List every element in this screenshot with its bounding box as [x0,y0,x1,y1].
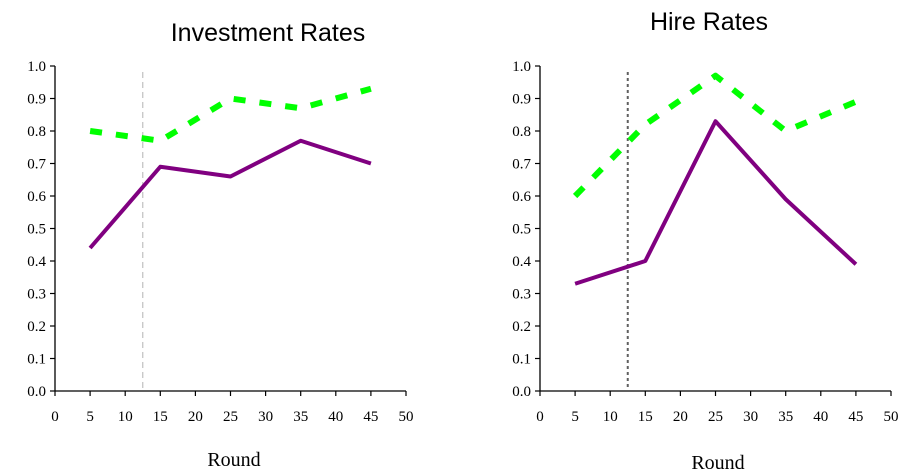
y-tick-label: 0.5 [27,222,46,238]
axes [50,65,407,396]
x-tick-label: 35 [293,409,308,425]
x-tick-label: 15 [638,409,653,425]
y-tick-label: 0.8 [27,124,46,140]
x-tick-label: 45 [363,409,378,425]
x-tick-label: 30 [743,409,758,425]
y-tick-label: 0.6 [27,189,46,205]
y-tick-label: 0.0 [27,384,46,400]
x-tick-label: 15 [153,409,168,425]
x-tick-label: 20 [673,409,688,425]
x-axis-label: Round [207,449,260,471]
series-line-dashed [572,72,858,199]
series-line-dashed [89,85,372,144]
x-tick-label: 40 [328,409,343,425]
x-tick-label: 25 [223,409,238,425]
y-tick-label: 0.4 [27,254,46,270]
y-tick-label: 0.1 [27,352,46,368]
y-tick-label: 0.3 [27,287,46,303]
y-tick-label: 0.7 [27,157,46,173]
y-tick-label: 0.6 [512,189,531,205]
x-tick-label: 50 [884,409,899,425]
y-tick-label: 1.0 [512,59,531,75]
x-tick-label: 20 [188,409,203,425]
x-tick-label: 10 [118,409,133,425]
y-tick-label: 0.3 [512,287,531,303]
y-tick-label: 0.1 [512,352,531,368]
x-tick-label: 40 [813,409,828,425]
x-tick-label: 5 [86,409,94,425]
series-group [88,85,372,250]
x-tick-label: 35 [778,409,793,425]
y-tick-label: 0.9 [512,92,531,108]
y-tick-label: 0.7 [512,157,531,173]
chart-investment-rates: Investment Rates Round 0.00.10.20.30.40.… [27,19,413,471]
y-tick-label: 1.0 [27,59,46,75]
y-tick-label: 0.0 [512,384,531,400]
series-line-solid [88,138,372,250]
y-tick-labels: 0.0 0.1 0.2 0.3 0.4 0.5 0.6 0.7 0.8 0.9 1.0 [27,59,46,400]
x-tick-labels: 0 5 10 15 20 25 30 35 40 45 50 [51,409,413,425]
x-tick-label: 0 [536,409,544,425]
y-tick-label: 0.5 [512,222,531,238]
chart-title: Investment Rates [171,19,366,47]
axes [535,65,892,396]
x-tick-label: 25 [708,409,723,425]
x-tick-label: 50 [399,409,414,425]
y-tick-label: 0.9 [27,92,46,108]
y-tick-labels: 0.0 0.1 0.2 0.3 0.4 0.5 0.6 0.7 0.8 0.9 1.0 [512,59,531,400]
y-tick-label: 0.8 [512,124,531,140]
x-tick-labels: 0 5 10 15 20 25 30 35 40 45 50 [536,409,898,425]
series-line-solid [574,119,858,286]
x-tick-label: 10 [603,409,618,425]
y-tick-label: 0.4 [512,254,531,270]
x-tick-label: 45 [848,409,863,425]
x-tick-label: 30 [258,409,273,425]
y-tick-label: 0.2 [27,319,46,335]
chart-hire-rates: Hire Rates Round 0.00.10.20.30.40.50.60.… [512,8,898,474]
x-tick-label: 5 [571,409,579,425]
x-tick-label: 0 [51,409,59,425]
x-axis-label: Round [691,452,744,474]
chart-title: Hire Rates [650,8,768,36]
y-tick-label: 0.2 [512,319,531,335]
series-group [572,72,858,286]
